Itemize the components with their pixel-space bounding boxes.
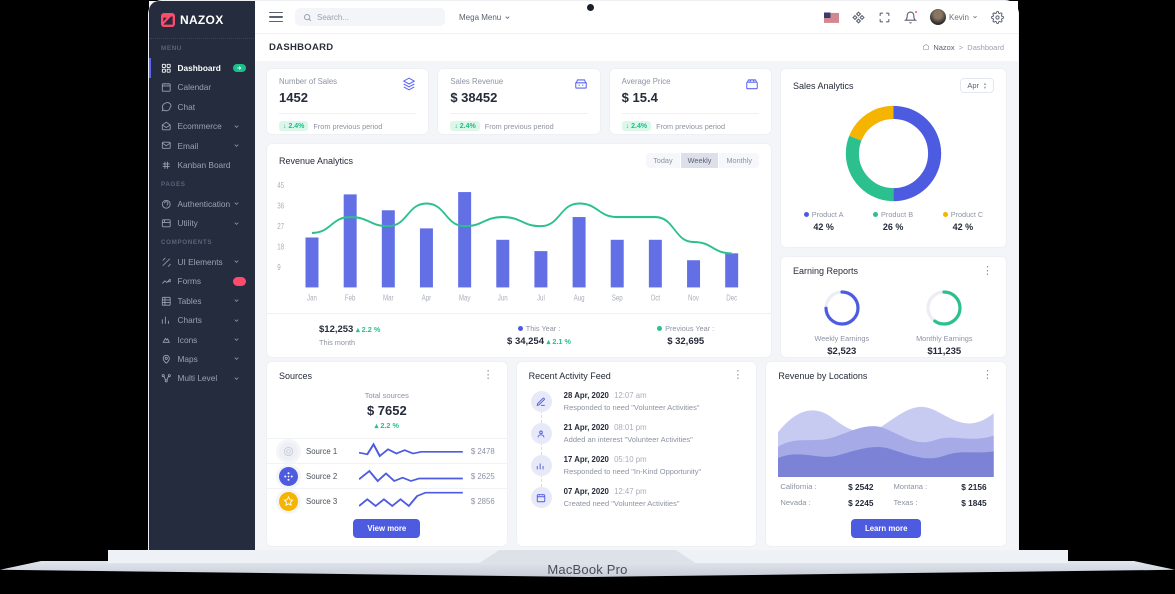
svg-text:Jan: Jan	[307, 292, 317, 302]
svg-text:Jul: Jul	[537, 292, 545, 302]
svg-text:Sep: Sep	[612, 292, 623, 302]
svg-text:27: 27	[277, 221, 284, 231]
svg-text:45: 45	[277, 180, 284, 190]
svg-text:Nov: Nov	[688, 292, 699, 302]
svg-text:May: May	[459, 292, 471, 302]
svg-text:9: 9	[277, 262, 280, 272]
svg-text:18: 18	[277, 241, 284, 251]
svg-text:Apr: Apr	[422, 292, 432, 302]
svg-text:36: 36	[277, 201, 284, 211]
svg-text:Aug: Aug	[574, 292, 585, 302]
svg-text:Oct: Oct	[651, 292, 661, 302]
svg-text:Jun: Jun	[498, 292, 508, 302]
svg-text:Dec: Dec	[726, 292, 737, 302]
svg-text:Mar: Mar	[383, 292, 394, 302]
svg-text:Feb: Feb	[345, 292, 356, 302]
